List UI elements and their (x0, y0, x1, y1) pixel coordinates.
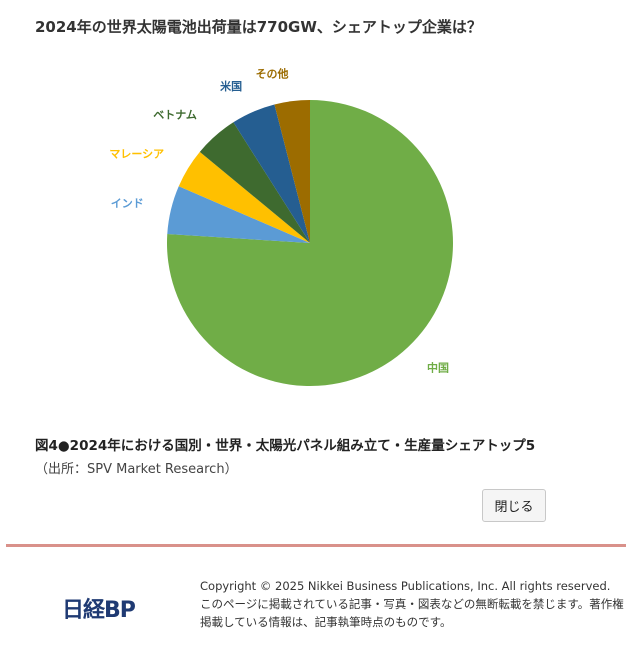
close-button[interactable]: 閉じる (482, 489, 546, 522)
pie-label-4: 米国 (219, 79, 242, 93)
copyright-text: Copyright © 2025 Nikkei Business Publica… (200, 579, 611, 593)
pie-slice-2 (178, 151, 310, 243)
pie-label-1: インド (111, 197, 144, 210)
pie-label-2: マレーシア (109, 148, 164, 161)
figure-source: （出所：SPV Market Research） (35, 462, 238, 477)
nikkei-bp-logo[interactable]: 日経BP (62, 598, 136, 623)
pie-label-3: ベトナム (153, 109, 197, 122)
figure-caption: 図4●2024年における国別・世界・太陽光パネル組み立て・生産量シェアトップ5 (35, 438, 536, 454)
notice-text-2: 掲載している情報は、記事執筆時点のものです。 (200, 615, 452, 629)
pie-slice-1 (167, 186, 310, 243)
pie-slice-4 (233, 104, 310, 243)
pie-label-0: 中国 (427, 361, 449, 375)
chart-heading: 2024年の世界太陽電池出荷量は770GW、シェアトップ企業は？ (35, 18, 482, 36)
pie-slice-3 (199, 122, 310, 243)
notice-text-1: このページに掲載されている記事・写真・図表などの無断転載を禁じます。著作権 (200, 597, 624, 611)
pie-slice-5 (274, 100, 310, 243)
footer-divider (6, 544, 626, 547)
pie-label-5: その他 (256, 66, 289, 80)
footer-text: Copyright © 2025 Nikkei Business Publica… (200, 577, 626, 631)
